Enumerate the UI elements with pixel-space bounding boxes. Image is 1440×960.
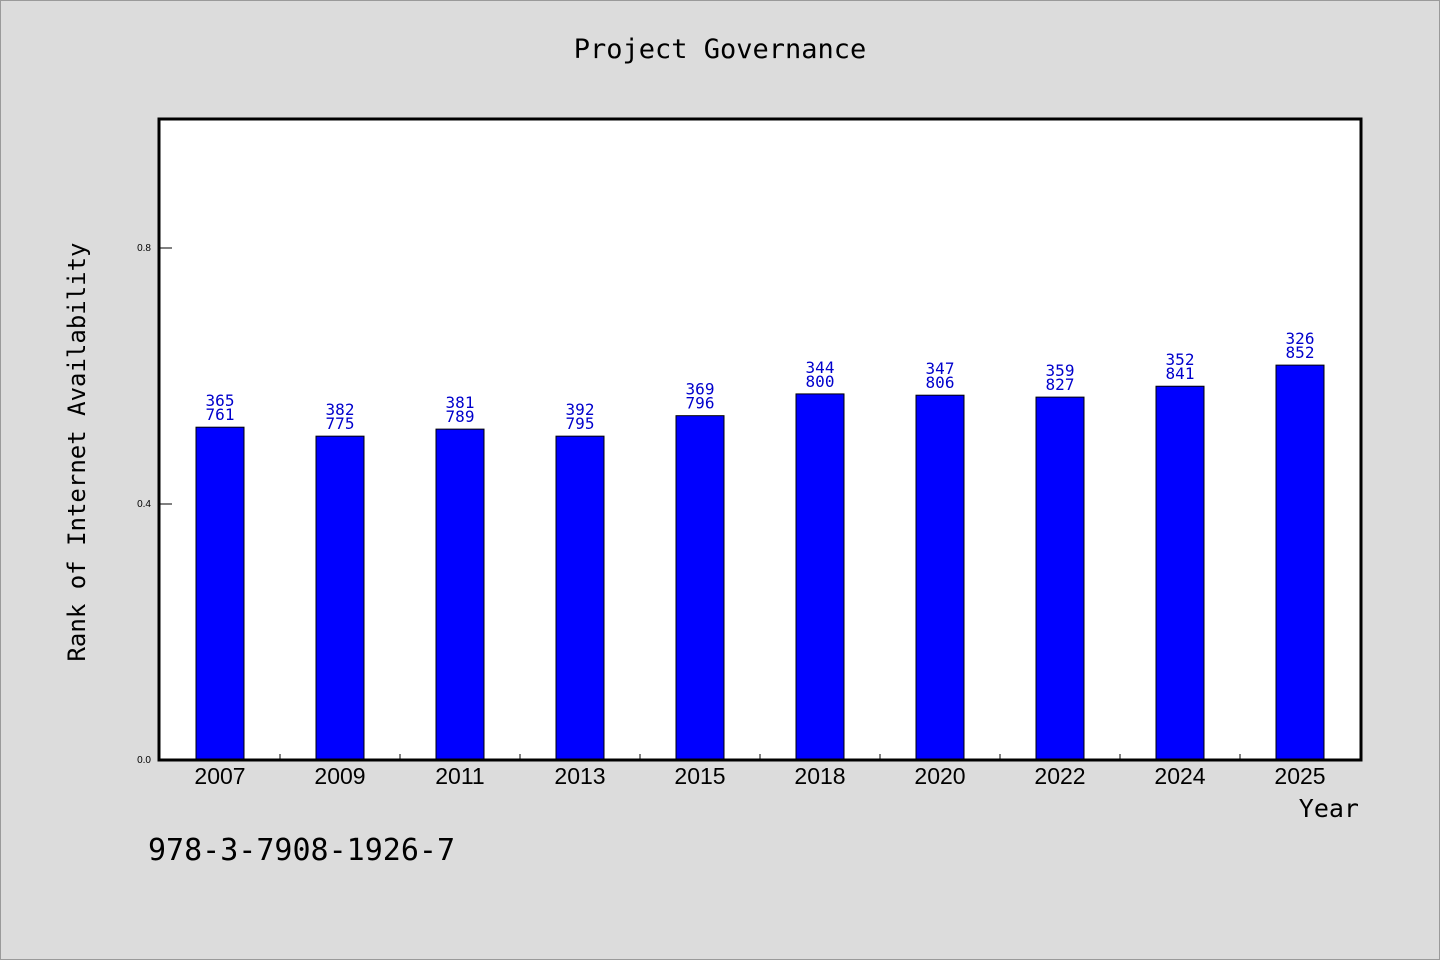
isbn-text: 978-3-7908-1926-7 (148, 833, 456, 868)
bar-label-bottom-2024: 841 (1166, 364, 1195, 383)
y-tick-label-0.4: 0.4 (137, 499, 151, 510)
bar-label-top-2011: 381 (446, 393, 475, 412)
x-tick-label-2024: 2024 (1154, 763, 1205, 789)
bar-label-bottom-2022: 827 (1046, 375, 1075, 394)
x-tick-label-2011: 2011 (435, 763, 484, 789)
bar-label-top-2007: 365 (206, 391, 235, 410)
x-tick-label-2013: 2013 (554, 763, 605, 789)
bar-label-top-2018: 344 (806, 358, 835, 377)
y-axis-label: Rank of Internet Availability (63, 242, 91, 661)
bar-label-top-2020: 347 (926, 359, 955, 378)
bar-label-top-2015: 369 (686, 380, 715, 399)
x-tick-label-2009: 2009 (314, 763, 365, 789)
bar-label-top-2022: 359 (1046, 361, 1075, 380)
x-tick-label-2015: 2015 (674, 763, 725, 789)
bar-2020 (915, 394, 965, 761)
bar-2024 (1155, 385, 1205, 761)
bar-label-bottom-2018: 800 (806, 372, 835, 391)
bar-label-bottom-2011: 789 (446, 407, 475, 426)
x-tick-label-2018: 2018 (794, 763, 845, 789)
y-tick-label-0.0: 0.0 (137, 755, 151, 766)
x-axis-label: Year (1299, 794, 1359, 823)
bar-2022 (1035, 396, 1085, 761)
x-tick-label-2020: 2020 (914, 763, 965, 789)
x-tick-label-2025: 2025 (1274, 763, 1325, 789)
y-tick-label-0.8: 0.8 (137, 243, 151, 254)
bar-2007 (195, 426, 245, 761)
bar-label-bottom-2015: 796 (686, 394, 715, 413)
x-tick-label-2007: 2007 (194, 763, 245, 789)
bar-label-bottom-2025: 852 (1286, 343, 1315, 362)
x-tick-label-2022: 2022 (1034, 763, 1085, 789)
bar-label-bottom-2007: 761 (206, 405, 235, 424)
bar-label-top-2025: 326 (1286, 329, 1315, 348)
bar-label-top-2024: 352 (1166, 350, 1195, 369)
bar-2015 (675, 415, 725, 761)
bar-2018 (795, 393, 845, 761)
bar-2011 (435, 428, 485, 761)
bar-label-top-2013: 392 (566, 400, 595, 419)
chart-title: Project Governance (573, 34, 867, 65)
bar-2025 (1275, 364, 1325, 761)
bar-label-bottom-2013: 795 (566, 414, 595, 433)
bar-label-top-2009: 382 (326, 400, 355, 419)
bar-2013 (555, 435, 605, 761)
bar-2009 (315, 435, 365, 761)
bar-label-bottom-2009: 775 (326, 414, 355, 433)
bar-label-bottom-2020: 806 (926, 373, 955, 392)
plot-border (157, 117, 1363, 762)
